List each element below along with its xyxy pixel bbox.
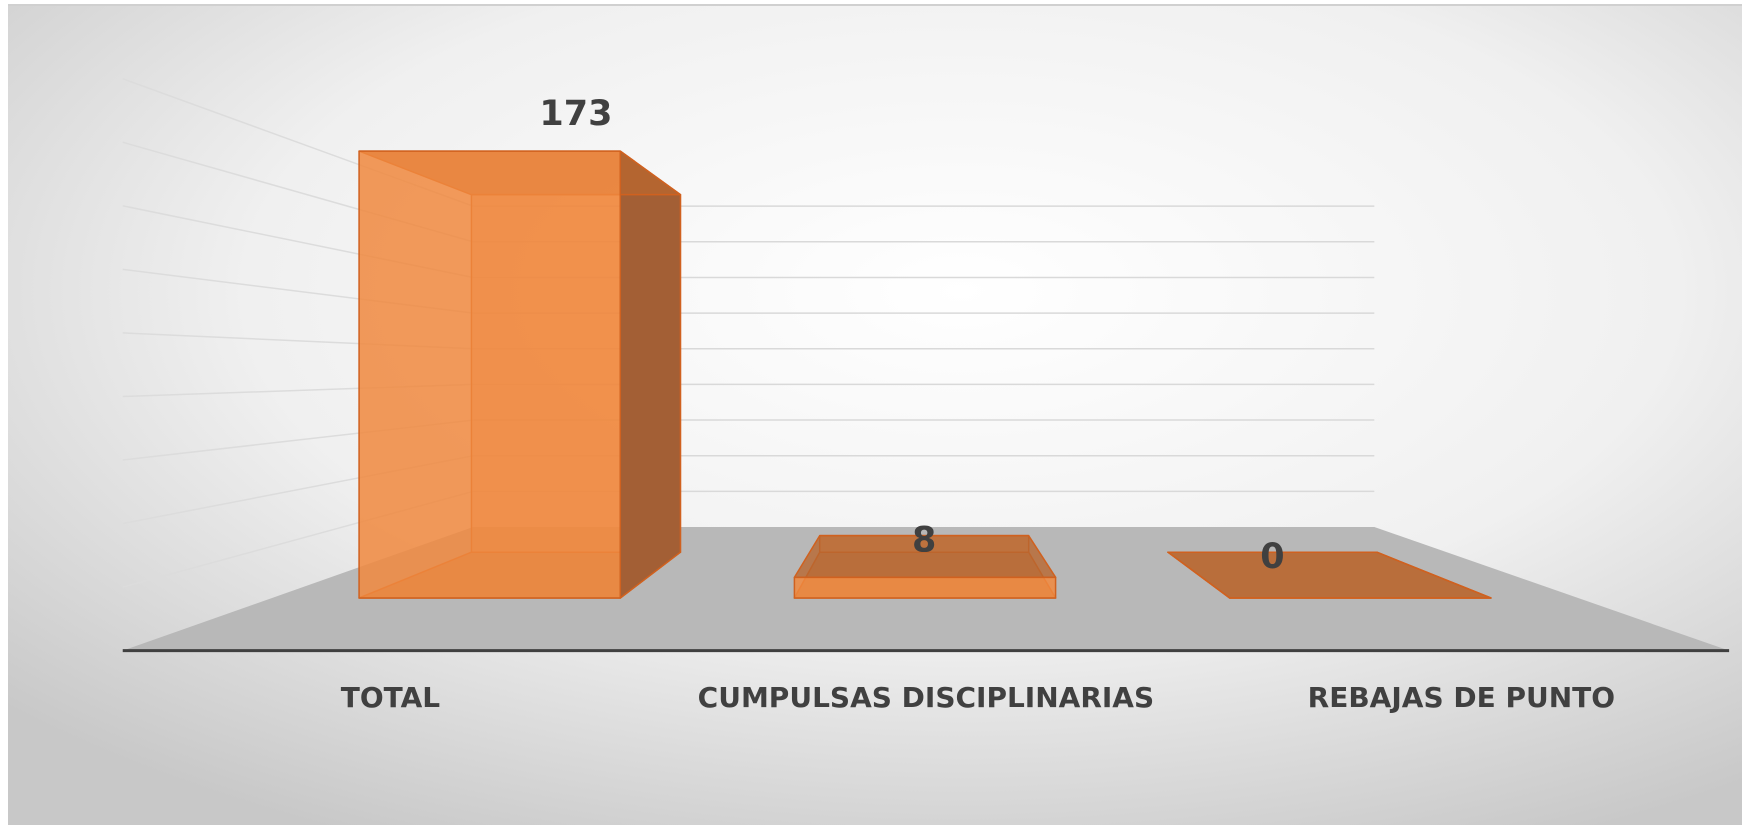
data-label: 8 [912, 521, 936, 561]
x-tick-label: REBAJAS DE PUNTO [1308, 681, 1615, 714]
x-tick-label: CUMPULSAS DISCIPLINARIAS [698, 681, 1155, 714]
bar-side [619, 150, 682, 599]
data-label: 173 [539, 94, 612, 134]
bar [793, 576, 1057, 599]
x-tick-label: TOTAL [341, 681, 440, 714]
data-label: 0 [1260, 537, 1284, 577]
bar [358, 150, 622, 599]
chart-background [8, 4, 1742, 825]
